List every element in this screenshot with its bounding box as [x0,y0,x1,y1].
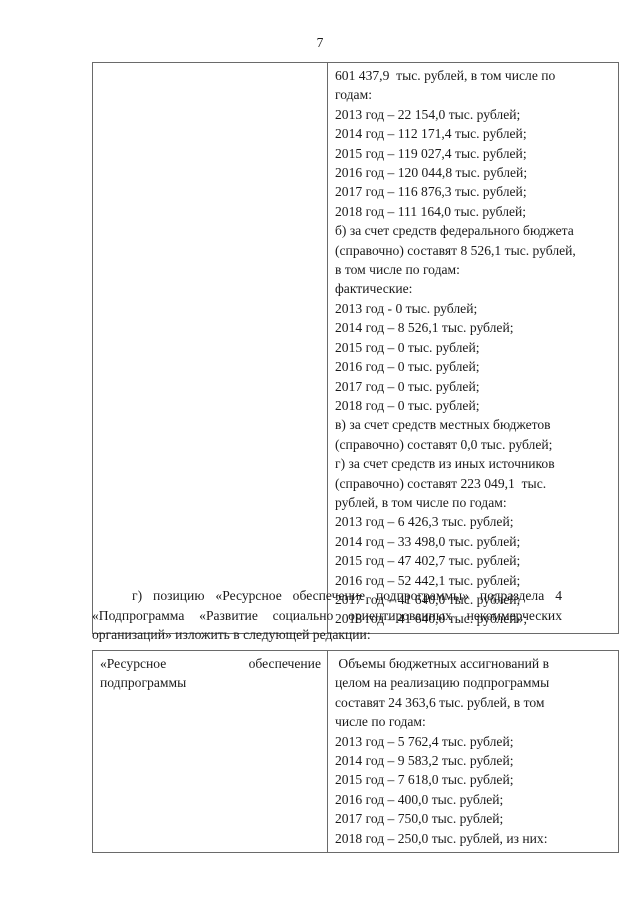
page-number: 7 [316,35,324,50]
table-row: 601 437,9 тыс. рублей, в том числе по год… [92,62,619,634]
table-two-left-cell-tail: подпрограммы [100,675,187,691]
cell-text-line: 2017 год – 750,0 тыс. рублей; [335,811,504,827]
cell-text-line: годам: [335,87,372,103]
table-one-right-cell: 601 437,9 тыс. рублей, в том числе по год… [327,62,619,634]
cell-text-line: 2016 год – 0 тыс. рублей; [335,359,480,375]
table-two-left-cell-head: «Ресурсное обеспечение [100,656,321,671]
cell-text-line: фактические: [335,281,413,297]
table-row: «Ресурсное обеспечение подпрограммы Объе… [92,649,619,854]
table-one-left-cell [92,62,328,634]
cell-text-line: 2017 год – 116 876,3 тыс. рублей; [335,184,527,200]
cell-text-line: 2014 год – 112 171,4 тыс. рублей; [335,126,527,142]
cell-text-line: 2013 год – 5 762,4 тыс. рублей; [335,733,514,749]
cell-text-line: 2016 год – 400,0 тыс. рублей; [335,791,504,807]
cell-text-line: в том числе по годам: [335,262,460,278]
cell-text-line: 2014 год – 8 526,1 тыс. рублей; [335,320,514,336]
amendment-paragraph-line-1: г) позицию «Ресурсное обеспечение подпро… [132,588,562,603]
cell-text-line: составят 24 363,6 тыс. рублей, в том [335,694,545,710]
resource-provision-table-continued: 601 437,9 тыс. рублей, в том числе по год… [92,62,619,634]
cell-text-line: 2013 год – 6 426,3 тыс. рублей; [335,514,514,530]
cell-text-line: в) за счет средств местных бюджетов [335,417,551,433]
cell-text-line: 2013 год – 22 154,0 тыс. рублей; [335,106,521,122]
cell-text-line: 2018 год – 0 тыс. рублей; [335,397,480,413]
cell-text-line: 2015 год – 0 тыс. рублей; [335,339,480,355]
cell-text-line: 2015 год – 7 618,0 тыс. рублей; [335,772,514,788]
subprogram-resource-provision-table: «Ресурсное обеспечение подпрограммы Объе… [92,649,619,854]
cell-text-line: 2018 год – 111 164,0 тыс. рублей; [335,203,527,219]
cell-text-line: числе по годам: [335,714,426,730]
cell-text-line: 2015 год – 47 402,7 тыс. рублей; [335,553,521,569]
cell-text-line: 2018 год – 41 640,0 тыс. рублей»; [335,611,528,627]
amendment-paragraph-line-3: организаций» изложить в следующей редакц… [92,627,371,643]
table-two-right-cell: Объемы бюджетных ассигнований в целом на … [327,649,619,854]
cell-text-line: 2017 год – 41 640,0 тыс. рублей; [335,591,521,607]
cell-text-line: Объемы бюджетных ассигнований в [335,656,550,671]
cell-text-line: 2014 год – 33 498,0 тыс. рублей; [335,533,521,549]
cell-text-line: целом на реализацию подпрограммы [335,675,550,691]
cell-text-line: 2018 год – 250,0 тыс. рублей, из них: [335,830,548,846]
table-two-right-cell-lines: Объемы бюджетных ассигнований в целом на … [335,654,612,848]
cell-text-line: (справочно) составят 223 049,1 тыс. [335,475,547,491]
cell-text-line: (справочно) составят 0,0 тыс. рублей; [335,436,553,452]
table-one-right-cell-lines: 601 437,9 тыс. рублей, в том числе по год… [335,66,612,629]
amendment-paragraph: г) позицию «Ресурсное обеспечение подпро… [92,586,562,645]
table-two-left-cell: «Ресурсное обеспечение подпрограммы [92,649,328,854]
cell-text-line: 2017 год – 0 тыс. рублей; [335,378,480,394]
cell-text-line: 2016 год – 120 044,8 тыс. рублей; [335,165,528,181]
cell-text-line: 2014 год – 9 583,2 тыс. рублей; [335,753,514,769]
amendment-paragraph-line-2: «Подпрограмма «Развитие социально ориент… [92,607,562,623]
cell-text-line: 2013 год - 0 тыс. рублей; [335,300,478,316]
cell-text-line: г) за счет средств из иных источников [335,456,555,472]
cell-text-line: б) за счет средств федерального бюджета [335,223,574,239]
cell-text-line: рублей, в том числе по годам: [335,494,507,510]
cell-text-line: (справочно) составят 8 526,1 тыс. рублей… [335,242,576,258]
cell-text-line: 2016 год – 52 442,1 тыс. рублей; [335,572,521,588]
cell-text-line: 601 437,9 тыс. рублей, в том числе по [335,68,556,83]
cell-text-line: 2015 год – 119 027,4 тыс. рублей; [335,145,527,161]
